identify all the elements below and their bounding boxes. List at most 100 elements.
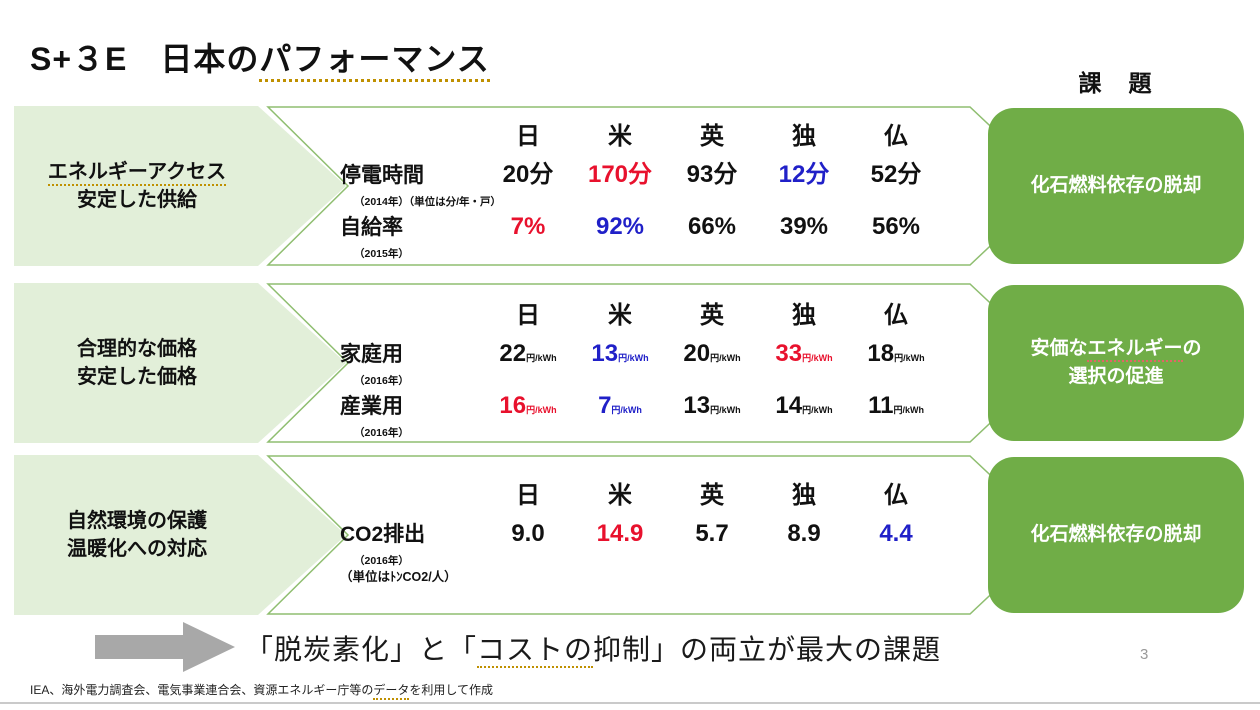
text-line: 選択の促進: [1068, 366, 1164, 387]
metric-value: 92%: [595, 213, 645, 240]
right-arrow-icon: [95, 622, 235, 672]
metric-note: （2014年）（単位は分/年・戸）: [354, 196, 502, 208]
country-header: 仏: [884, 302, 908, 329]
category-arrow-shape: [14, 106, 346, 266]
text-line: 化石燃料依存の脱却: [1030, 524, 1202, 545]
text-line: 安定した供給: [77, 189, 197, 211]
performance-row: 自然環境の保護 温暖化への対応 日 米 英 独 仏 CO2排出 9.0 14.9 5.7 8.9 4.…: [14, 455, 1260, 615]
country-header: 仏: [884, 123, 908, 150]
category-label: 合理的な価格 安定した価格: [14, 283, 260, 443]
metric-value: 9.0: [511, 520, 545, 547]
unit-note: （単位はﾄﾝCO2/人）: [340, 570, 457, 584]
metric-note: （2015年）: [354, 248, 409, 260]
value-unit: 円/kWh: [618, 353, 649, 363]
value-unit: 円/kWh: [894, 353, 925, 363]
performance-row: 合理的な価格 安定した価格 日 米 英 独 仏家庭用 22円/kWh 13円/kWh 20円/k…: [14, 283, 1260, 443]
footnote-underlined: データ: [373, 683, 410, 700]
text-line: 安価なエネルギーの: [1030, 335, 1202, 363]
challenge-column-header: 課 題: [1078, 70, 1154, 96]
value-unit: 円/kWh: [802, 405, 833, 415]
metric-value: 12分: [778, 161, 830, 188]
country-header: 日: [516, 302, 540, 329]
performance-row: エネルギーアクセス 安定した供給 日 米 英 独 仏停電時間 20分 170分 93分 12分 52…: [14, 106, 1260, 266]
metric-value: 13円/kWh: [683, 392, 741, 419]
data-banner-shape: [266, 283, 1056, 443]
metric-name: 家庭用: [340, 343, 403, 366]
metric-name: 産業用: [340, 395, 403, 418]
metrics-table: 日 米 英 独 仏停電時間 20分 170分 93分 12分 52分 （2014年）（単位は分/年・…: [340, 106, 942, 260]
value-unit: 円/kWh: [526, 353, 557, 363]
metric-value: 8.9: [787, 520, 821, 547]
metric-value: 14.9: [596, 520, 644, 547]
country-header: 独: [792, 482, 816, 509]
metric-value: 14円/kWh: [775, 392, 833, 419]
metric-value: 11円/kWh: [868, 392, 924, 419]
country-header: 英: [700, 482, 724, 509]
conclusion-underlined: コストの: [477, 634, 594, 668]
metric-value: 22円/kWh: [499, 340, 557, 367]
metric-value: 93分: [686, 161, 738, 188]
metric-value: 170分: [587, 161, 653, 188]
category-label: 自然環境の保護 温暖化への対応: [14, 455, 260, 615]
country-header: 米: [608, 302, 632, 329]
page-title: S+３E 日本のパフォーマンス: [30, 34, 490, 82]
page-number: 3: [1140, 646, 1149, 663]
data-banner-shape: [266, 106, 1056, 266]
row-shapes: [14, 106, 1056, 266]
metric-name: 自給率: [340, 216, 403, 239]
country-header: 日: [516, 482, 540, 509]
text-line: 安定した価格: [77, 366, 197, 388]
metric-value: 20分: [502, 161, 554, 188]
value-unit: 円/kWh: [710, 405, 741, 415]
metric-value: 39%: [779, 213, 829, 240]
country-header: 独: [792, 302, 816, 329]
metric-value: 18円/kWh: [867, 340, 925, 367]
value-unit: 円/kWh: [710, 353, 741, 363]
metric-value: 52分: [870, 161, 922, 188]
challenge-box: 安価なエネルギーの選択の促進: [988, 285, 1244, 441]
text-line: 温暖化への対応: [67, 538, 207, 560]
country-header: 日: [516, 123, 540, 150]
metric-value: 7円/kWh: [598, 392, 642, 419]
page-title-plain: S+３E 日本の: [30, 41, 260, 77]
metric-note: （2016年）: [354, 375, 409, 387]
challenge-box: 化石燃料依存の脱却: [988, 457, 1244, 613]
page-title-underlined: パフォーマンス: [259, 41, 490, 82]
data-banner-shape: [266, 455, 1056, 615]
value-unit: 円/kWh: [526, 405, 557, 415]
country-header: 英: [700, 123, 724, 150]
text-line: 化石燃料依存の脱却: [1030, 175, 1202, 196]
metric-value: 4.4: [879, 520, 913, 547]
country-header: 米: [608, 123, 632, 150]
value-unit: 円/kWh: [802, 353, 833, 363]
metric-name: CO2排出: [340, 523, 426, 546]
metrics-table: 日 米 英 独 仏 CO2排出 9.0 14.9 5.7 8.9 4.4 （2016年） （単位はﾄﾝC…: [340, 455, 942, 587]
text-line: 自然環境の保護: [67, 510, 207, 532]
bottom-divider: [0, 702, 1260, 704]
metric-value: 7%: [510, 213, 546, 240]
value-unit: 円/kWh: [611, 405, 642, 415]
row-shapes: [14, 455, 1056, 615]
challenge-box: 化石燃料依存の脱却: [988, 108, 1244, 264]
metrics-table: 日 米 英 独 仏家庭用 22円/kWh 13円/kWh 20円/kWh 33円/kWh 18円/…: [340, 283, 942, 439]
metric-value: 13円/kWh: [591, 340, 649, 367]
country-header: 独: [792, 123, 816, 150]
conclusion-post: 抑制」の両立が最大の課題: [593, 634, 942, 665]
source-footnote: IEA、海外電力調査会、電気事業連合会、資源エネルギー庁等のデータを利用して作成: [30, 681, 493, 700]
conclusion-text: 「脱炭素化」と「コストの抑制」の両立が最大の課題: [245, 628, 941, 668]
metric-value: 16円/kWh: [499, 392, 557, 419]
value-unit: 円/kWh: [893, 405, 924, 415]
metric-value: 33円/kWh: [775, 340, 833, 367]
category-arrow-shape: [14, 283, 346, 443]
metric-note: （2016年）: [354, 555, 409, 567]
metric-value: 20円/kWh: [683, 340, 741, 367]
text-line: 合理的な価格: [77, 338, 197, 360]
country-header: 英: [700, 302, 724, 329]
country-header: 米: [608, 482, 632, 509]
metric-note: （2016年）: [354, 427, 409, 439]
metric-name: 停電時間: [340, 164, 424, 187]
row-shapes: [14, 283, 1056, 443]
metric-value: 66%: [687, 213, 737, 240]
category-arrow-shape: [14, 455, 346, 615]
